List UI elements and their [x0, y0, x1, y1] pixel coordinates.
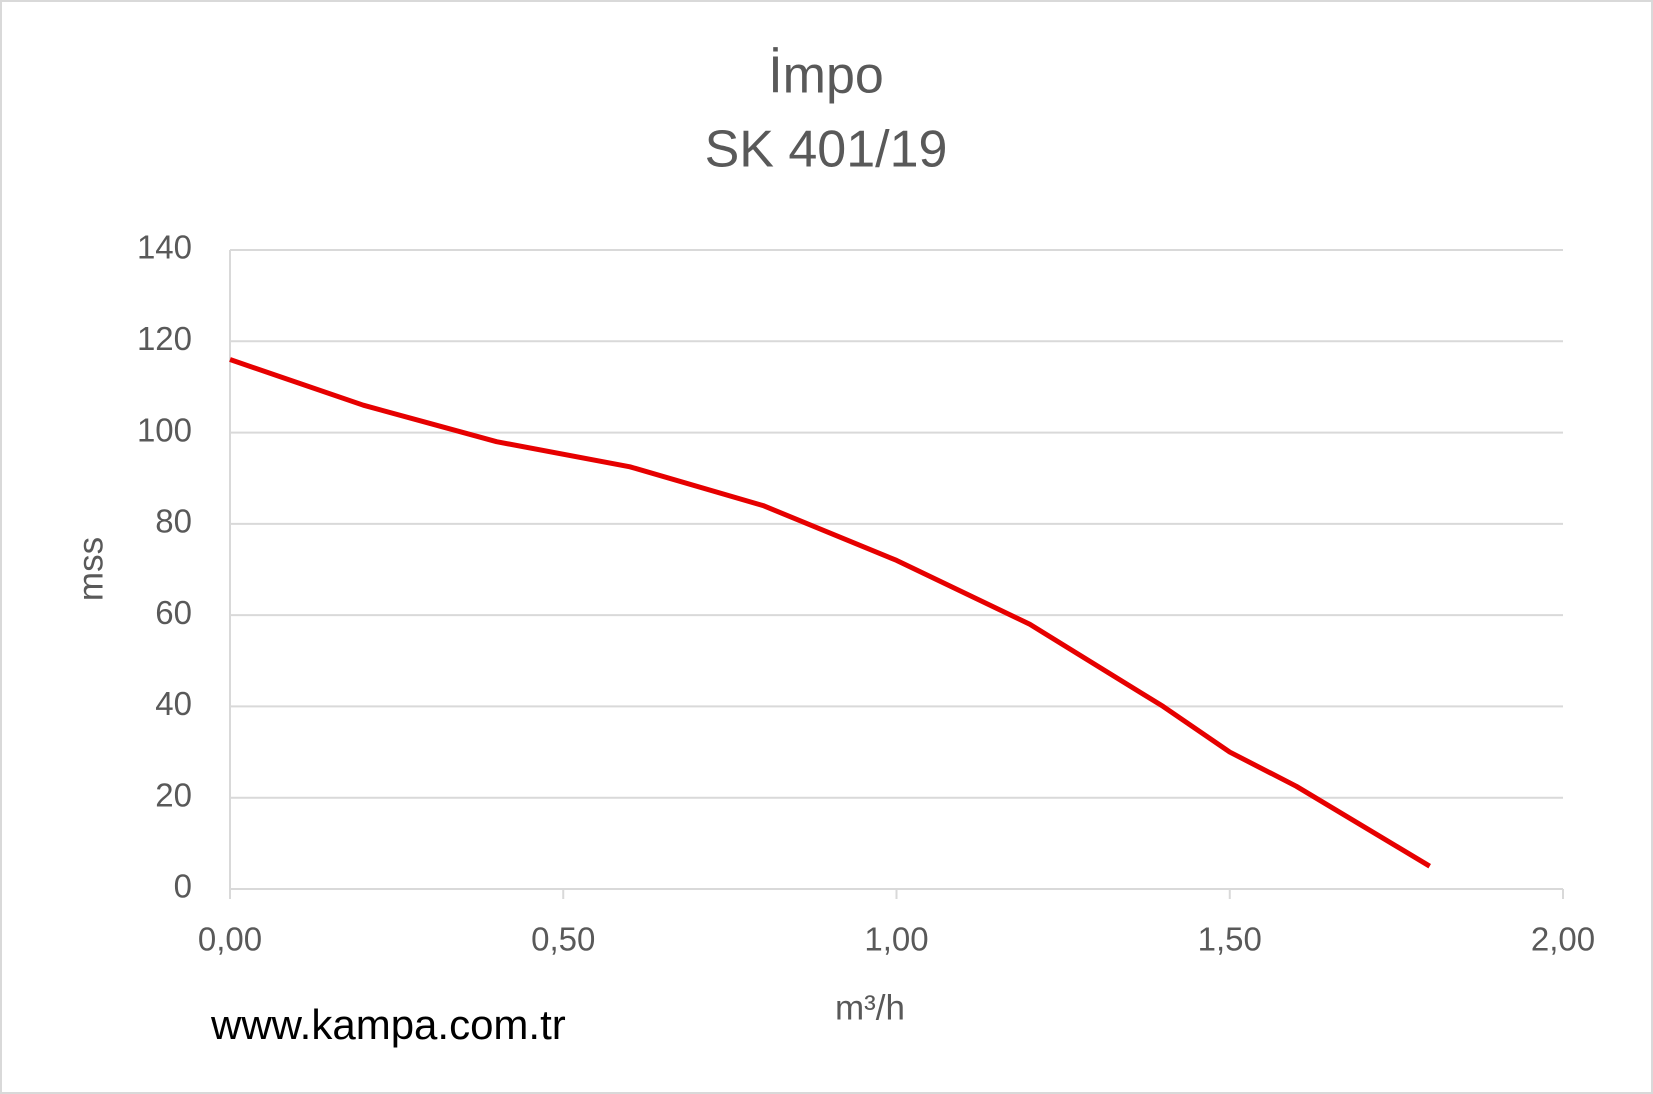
x-axis-title: m³/h [835, 988, 905, 1027]
y-tick-label: 120 [137, 320, 192, 357]
chart-title: İmpo [768, 47, 884, 105]
chart-subtitle: SK 401/19 [705, 121, 948, 179]
x-tick-label: 1,00 [864, 921, 928, 958]
x-tick-label: 0,50 [531, 921, 595, 958]
y-tick-label: 100 [137, 411, 192, 448]
y-tick-label: 80 [155, 503, 192, 540]
y-tick-label: 60 [155, 594, 192, 631]
y-tick-label: 20 [155, 776, 192, 813]
watermark: www.kampa.com.tr [210, 1001, 566, 1048]
x-tick-label: 0,00 [198, 921, 262, 958]
y-tick-label: 0 [174, 868, 192, 905]
y-tick-label: 40 [155, 685, 192, 722]
y-tick-label: 140 [137, 229, 192, 266]
y-axis-title: mss [71, 537, 110, 601]
x-tick-label: 2,00 [1531, 921, 1595, 958]
x-tick-label: 1,50 [1198, 921, 1262, 958]
series-line [229, 357, 1431, 869]
